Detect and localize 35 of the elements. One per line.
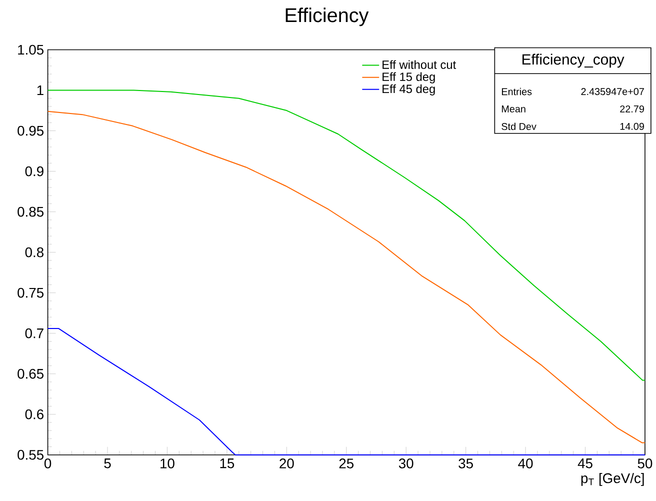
x-tick-label: 15: [220, 458, 234, 468]
y-tick-label: 0.8: [25, 248, 44, 258]
legend-label: Eff 15 deg: [382, 72, 435, 84]
x-tick-label: 0: [44, 458, 52, 469]
x-tick-label: 25: [339, 458, 354, 469]
x-tick-label: 35: [458, 458, 473, 469]
x-tick-label: 40: [518, 458, 533, 469]
x-axis-title: p$_{T}$ [GeV/c]: [581, 473, 644, 486]
annotation: Efficiency_copy: [522, 54, 624, 68]
y-tick-label: 0.65: [18, 369, 44, 379]
y-tick-label: 0.7: [25, 328, 44, 338]
line-series: [47, 111, 646, 444]
annotation: Std Dev: [502, 122, 536, 130]
y-tick-label: 0.95: [18, 126, 44, 136]
x-tick-label: 45: [578, 458, 592, 468]
annotation: 14.09: [620, 123, 644, 130]
x-tick-label: 20: [280, 458, 294, 469]
x-tick-label: 5: [104, 458, 111, 468]
y-tick-label: 0.75: [18, 288, 44, 298]
x-tick-label: 30: [398, 458, 414, 469]
annotation: Entries: [502, 88, 532, 96]
annotation: Mean: [502, 106, 526, 113]
chart-title: Efficiency: [286, 8, 369, 26]
y-tick-label: 1.05: [18, 45, 44, 55]
x-tick-label: 50: [638, 458, 652, 469]
legend-label: Eff 45 deg: [382, 84, 435, 96]
y-tick-label: 0.6: [25, 410, 44, 420]
y-tick-label: 0.9: [25, 166, 44, 176]
annotation: 22.79: [620, 106, 644, 113]
y-tick-label: 0.85: [18, 207, 44, 217]
y-tick-label: 1: [37, 86, 44, 96]
legend-label: Eff without cut: [382, 60, 456, 70]
x-tick-label: 10: [160, 458, 174, 469]
annotation: 2.435947e+07: [581, 88, 644, 96]
y-tick-label: 0.55: [18, 450, 44, 460]
